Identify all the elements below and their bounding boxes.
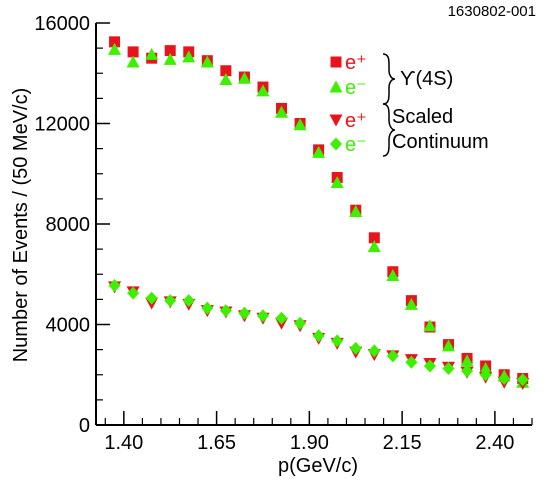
data-point-series-1-7 <box>237 71 251 84</box>
data-point-series-3-17 <box>423 359 436 373</box>
data-point-series-1-16 <box>404 297 418 310</box>
data-point-series-3-19 <box>461 364 474 378</box>
data-point-series-1-12 <box>330 176 344 189</box>
data-point-series-3-8 <box>256 309 269 323</box>
data-point-series-3-4 <box>182 294 195 308</box>
legend-markers <box>329 56 343 151</box>
data-point-series-3-1 <box>127 286 140 300</box>
data-point-series-0-0 <box>109 36 121 48</box>
y-tick-label: 0 <box>79 415 90 437</box>
data-point-series-1-3 <box>163 52 177 65</box>
data-point-series-1-5 <box>200 55 214 68</box>
legend: e⁺ e⁻ ϒ(4S) e⁺ e⁻ Scaled Continuum <box>329 52 489 157</box>
data-point-series-1-9 <box>275 105 289 118</box>
data-point-series-3-3 <box>164 294 177 308</box>
data-point-series-3-10 <box>294 316 307 330</box>
data-point-series-1-1 <box>126 55 140 68</box>
data-point-series-1-4 <box>182 50 196 63</box>
data-point-series-1-0 <box>108 42 122 55</box>
legend-group-upsilon-4s: ϒ(4S) <box>400 68 453 90</box>
legend-marker-0 <box>330 56 342 68</box>
data-point-series-3-7 <box>238 306 251 320</box>
legend-label-continuum-eminus: e⁻ <box>345 134 367 156</box>
data-point-series-1-17 <box>423 319 437 332</box>
data-point-series-3-13 <box>349 341 362 355</box>
legend-brace-continuum <box>382 103 396 157</box>
x-tick-label: 2.15 <box>383 432 422 454</box>
x-axis-label: p(GeV/c) <box>278 455 358 477</box>
data-point-series-1-14 <box>367 240 381 253</box>
y-tick-label: 8000 <box>46 214 91 236</box>
data-point-series-3-14 <box>368 344 381 358</box>
x-tick-label: 1.40 <box>104 432 143 454</box>
y-tick-label: 16000 <box>34 13 90 35</box>
x-tick-label: 1.65 <box>197 432 236 454</box>
tick-labels: 1.40 1.65 1.90 2.15 2.40 0 4000 8000 12000 16000 <box>34 13 514 454</box>
data-point-series-1-11 <box>312 145 326 158</box>
x-tick-label: 2.40 <box>475 432 514 454</box>
data-point-series-3-16 <box>405 355 418 369</box>
data-point-series-1-13 <box>349 204 363 217</box>
data-point-series-3-22 <box>516 373 529 387</box>
legend-brace-upsilon <box>382 53 396 105</box>
data-point-series-0-14 <box>368 232 380 244</box>
data-point-series-0-1 <box>127 46 139 58</box>
legend-marker-2 <box>329 114 343 127</box>
data-point-series-1-10 <box>293 118 307 131</box>
ticks <box>96 22 533 426</box>
x-tick-label: 1.90 <box>290 432 329 454</box>
legend-group-scaled: Scaled <box>392 106 453 128</box>
data-point-series-3-15 <box>386 349 399 363</box>
data-point-series-3-20 <box>479 368 492 382</box>
data-point-series-3-5 <box>201 301 214 315</box>
data-point-series-3-12 <box>331 334 344 348</box>
data-point-series-3-6 <box>219 304 232 318</box>
data-point-series-1-2 <box>145 47 159 60</box>
data-point-series-3-11 <box>312 329 325 343</box>
data-point-series-3-0 <box>108 279 121 293</box>
data-point-series-0-3 <box>164 45 176 57</box>
legend-group-continuum: Continuum <box>392 131 489 153</box>
data-point-series-3-9 <box>275 311 288 325</box>
data-point-series-3-21 <box>498 372 511 386</box>
data-markers <box>108 36 530 391</box>
figure-id: 1630802-001 <box>448 3 536 20</box>
data-point-series-1-20 <box>479 361 493 374</box>
legend-marker-1 <box>329 80 343 93</box>
legend-marker-3 <box>330 137 342 151</box>
y-tick-label: 4000 <box>46 315 91 337</box>
data-point-series-3-18 <box>442 361 455 375</box>
y-axis-label: Number of Events / (50 MeV/c) <box>10 88 32 363</box>
data-point-series-1-8 <box>256 84 270 97</box>
legend-label-upsilon-eminus: e⁻ <box>345 77 367 99</box>
y-tick-label: 12000 <box>34 114 90 136</box>
data-point-series-1-6 <box>219 73 233 86</box>
data-point-series-1-18 <box>442 339 456 352</box>
data-point-series-1-15 <box>386 269 400 282</box>
legend-label-upsilon-eplus: e⁺ <box>345 52 367 74</box>
data-point-series-0-6 <box>220 65 232 77</box>
data-point-series-1-19 <box>460 354 474 367</box>
legend-label-continuum-eplus: e⁺ <box>345 110 367 132</box>
data-point-series-3-2 <box>145 291 158 305</box>
